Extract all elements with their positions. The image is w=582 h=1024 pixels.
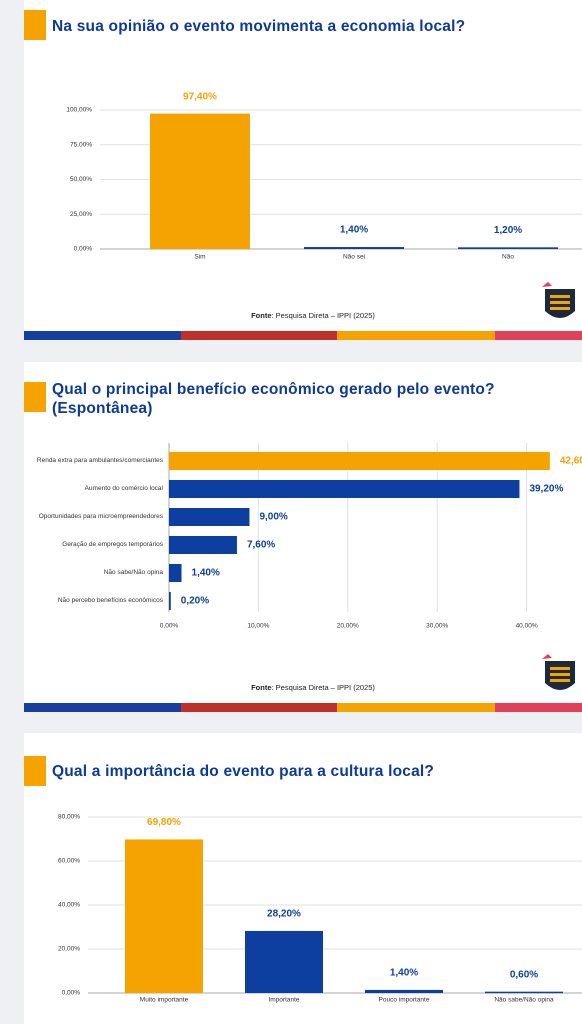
x-tick-label: Pouco importante [379,997,430,1004]
x-tick-label: Não sabe/Não opina [494,997,554,1004]
source: Fonte: Pesquisa Direta – IPPI (2025) [251,683,375,692]
source-label: Fonte [251,311,271,320]
x-tick-label: Sim [194,254,205,261]
bar [169,508,250,526]
y-tick-label: Não percebo benefícios econômicos [57,597,163,604]
bar [169,480,520,498]
y-tick-label: Não sabe/Não opina [103,569,163,576]
bar [150,113,250,249]
stripe [24,331,582,340]
panel [24,0,582,340]
y-tick-label: 60,00% [58,858,80,865]
value-label: 39,20% [529,484,563,495]
bar [304,247,404,249]
value-label: 7,60% [247,540,275,551]
chart-title: Na sua opinião o evento movimenta a econ… [52,18,466,35]
y-tick-label: 0,00% [62,990,81,997]
source-label: Fonte [251,683,271,692]
x-tick-label: 40,00% [516,623,538,630]
title-marker [24,382,46,412]
logo [542,654,575,690]
y-tick-label: 100,00% [66,107,92,114]
y-tick-label: 25,00% [70,211,92,218]
value-label: 9,00% [259,512,287,523]
value-label: 1,40% [390,968,418,979]
bar [169,536,237,554]
y-tick-label: Geração de empregos temporários [62,541,163,548]
source: Fonte: Pesquisa Direta – IPPI (2025) [251,311,375,320]
x-tick-label: 0,00% [160,623,179,630]
bar [365,989,443,993]
logo [542,282,575,318]
value-label: 1,40% [340,225,368,236]
value-label: 0,60% [510,969,538,980]
bar [169,564,182,582]
panel [24,362,582,712]
bar [458,247,558,249]
value-label: 1,20% [494,225,522,236]
y-tick-label: 0,00% [74,246,93,253]
source-text: : Pesquisa Direta – IPPI (2025) [272,683,376,692]
title-marker [24,756,46,786]
x-tick-label: Não sei [343,254,365,261]
x-tick-label: 20,00% [337,623,359,630]
y-tick-label: 80,00% [58,814,80,821]
value-label: 0,20% [181,596,209,607]
bar [245,930,323,993]
chart-title: Qual a importância do evento para a cult… [52,763,435,780]
x-tick-label: 30,00% [426,623,448,630]
y-tick-label: 40,00% [58,902,80,909]
y-tick-label: 20,00% [58,946,80,953]
bar [125,839,203,993]
y-tick-label: 75,00% [70,141,92,148]
value-label: 42,60% [560,456,582,467]
x-tick-label: Muito importante [140,997,189,1004]
x-tick-label: Não [502,254,514,261]
x-tick-label: 10,00% [247,623,269,630]
value-label: 1,40% [192,568,220,579]
chart-title: Qual o principal benefício econômico ger… [52,381,495,417]
value-label: 69,80% [147,817,181,828]
y-tick-label: Oportunidades para microempreendedores [38,513,163,520]
title-marker [24,10,46,40]
stripe [24,703,582,712]
y-tick-label: 50,00% [70,176,92,183]
bar [169,452,550,470]
value-label: 97,40% [183,91,217,102]
y-tick-label: Renda extra para ambulantes/comerciantes [36,457,163,464]
x-tick-label: Importante [268,997,299,1004]
source-text: : Pesquisa Direta – IPPI (2025) [272,311,376,320]
bar [169,592,171,610]
bar [485,991,563,994]
y-tick-label: Aumento do comércio local [84,485,163,492]
value-label: 28,20% [267,909,301,920]
